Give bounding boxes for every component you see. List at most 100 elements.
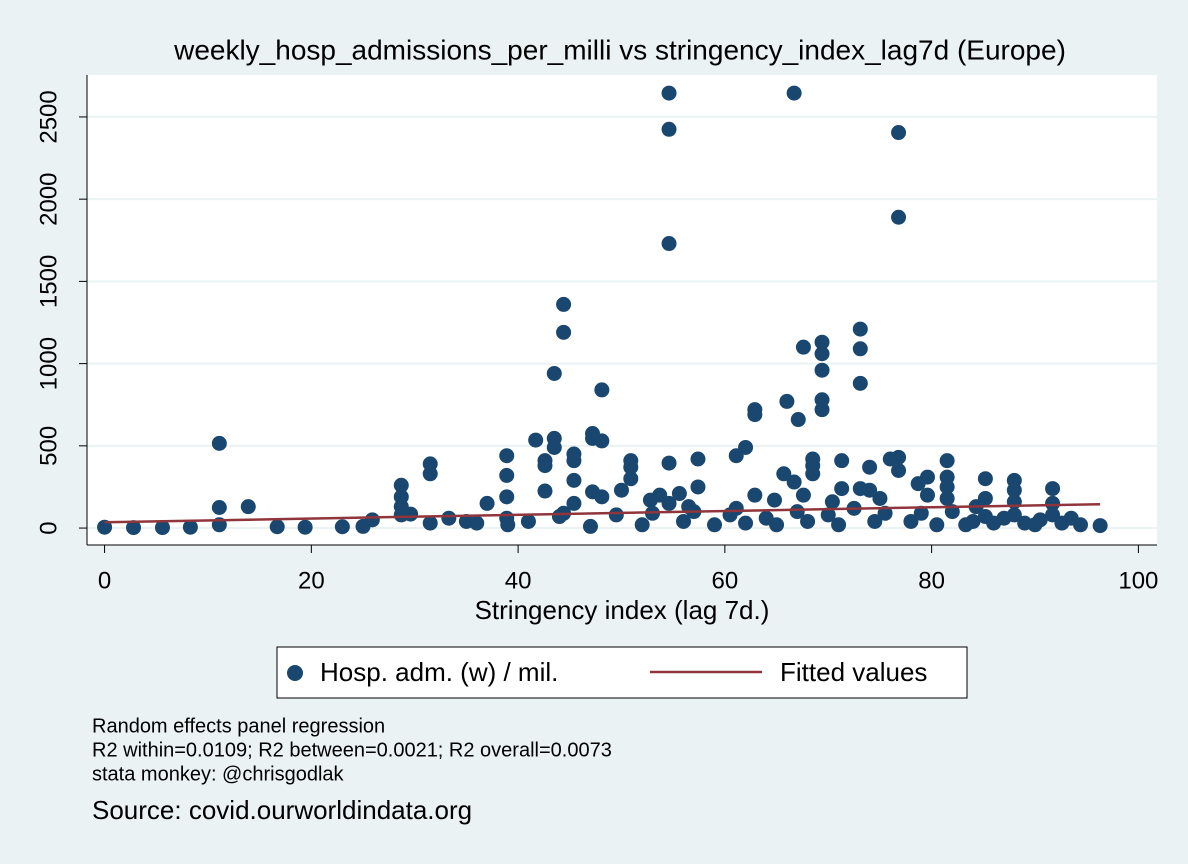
point: [814, 362, 830, 378]
point: [820, 507, 836, 523]
point: [903, 513, 919, 529]
point: [790, 412, 806, 428]
point: [831, 517, 847, 533]
x-tick-label: 100: [1118, 567, 1158, 594]
point: [795, 487, 811, 503]
point: [1017, 515, 1033, 531]
point: [403, 506, 419, 522]
y-tick-label: 1000: [35, 337, 62, 390]
point: [499, 489, 515, 505]
point: [779, 393, 795, 409]
point: [1045, 481, 1061, 497]
point: [556, 296, 572, 312]
point: [814, 402, 830, 418]
note: stata monkey: @chrisgodlak: [92, 763, 345, 785]
point: [97, 519, 113, 535]
y-tick-label: 1500: [35, 255, 62, 308]
point: [776, 466, 792, 482]
point: [1045, 495, 1061, 511]
point: [862, 482, 878, 498]
point: [479, 495, 495, 511]
x-tick-label: 40: [505, 567, 532, 594]
point: [891, 449, 907, 465]
point: [211, 435, 227, 451]
point: [393, 477, 409, 493]
point: [182, 519, 198, 535]
point: [786, 474, 802, 490]
point: [566, 472, 582, 488]
point: [676, 513, 692, 529]
point: [977, 490, 993, 506]
point: [891, 463, 907, 479]
point: [671, 486, 687, 502]
point: [690, 479, 706, 495]
point: [546, 439, 562, 455]
chart-title: weekly_hosp_admissions_per_milli vs stri…: [173, 34, 1066, 65]
point: [608, 507, 624, 523]
point: [661, 495, 677, 511]
point: [594, 382, 610, 398]
x-tick-label: 80: [918, 567, 945, 594]
point: [499, 448, 515, 464]
point: [877, 505, 893, 521]
point: [738, 515, 754, 531]
point: [594, 433, 610, 449]
point: [500, 517, 516, 533]
point: [623, 459, 639, 475]
point: [1072, 517, 1088, 533]
point: [805, 466, 821, 482]
point: [546, 365, 562, 381]
point: [800, 513, 816, 529]
point: [872, 490, 888, 506]
point: [913, 505, 929, 521]
point: [814, 346, 830, 362]
point: [537, 458, 553, 474]
point: [566, 453, 582, 469]
point: [862, 459, 878, 475]
point: [891, 125, 907, 141]
legend-marker: [287, 665, 303, 681]
point: [766, 492, 782, 508]
point: [661, 121, 677, 137]
legend-label: Fitted values: [780, 657, 927, 687]
x-tick-label: 0: [98, 567, 111, 594]
point: [613, 482, 629, 498]
point: [795, 339, 811, 355]
point: [834, 481, 850, 497]
point: [919, 469, 935, 485]
point: [623, 471, 639, 487]
fit-line: [104, 502, 1101, 524]
point: [364, 512, 380, 528]
point: [747, 407, 763, 423]
point: [789, 504, 805, 520]
point: [582, 518, 598, 534]
point: [1006, 482, 1022, 498]
point: [499, 467, 515, 483]
point: [1032, 512, 1048, 528]
x-tick-label: 20: [298, 567, 325, 594]
point: [566, 495, 582, 511]
point: [154, 520, 170, 536]
x-axis-label: Stringency index (lag 7d.): [475, 595, 770, 625]
note: Random effects panel regression: [92, 715, 385, 737]
point: [334, 519, 350, 535]
point: [891, 209, 907, 225]
point: [422, 466, 438, 482]
point: [977, 471, 993, 487]
point: [986, 515, 1002, 531]
point: [528, 432, 544, 448]
point: [634, 517, 650, 533]
point: [769, 517, 785, 533]
point: [211, 500, 227, 516]
point: [919, 487, 935, 503]
x-tick-label: 60: [712, 567, 739, 594]
point: [469, 515, 485, 531]
point: [556, 324, 572, 340]
point: [690, 451, 706, 467]
point: [852, 341, 868, 357]
y-tick-label: 500: [35, 426, 62, 466]
y-tick-label: 2000: [35, 172, 62, 225]
legend-label: Hosp. adm. (w) / mil.: [320, 657, 558, 687]
point: [1092, 518, 1108, 534]
